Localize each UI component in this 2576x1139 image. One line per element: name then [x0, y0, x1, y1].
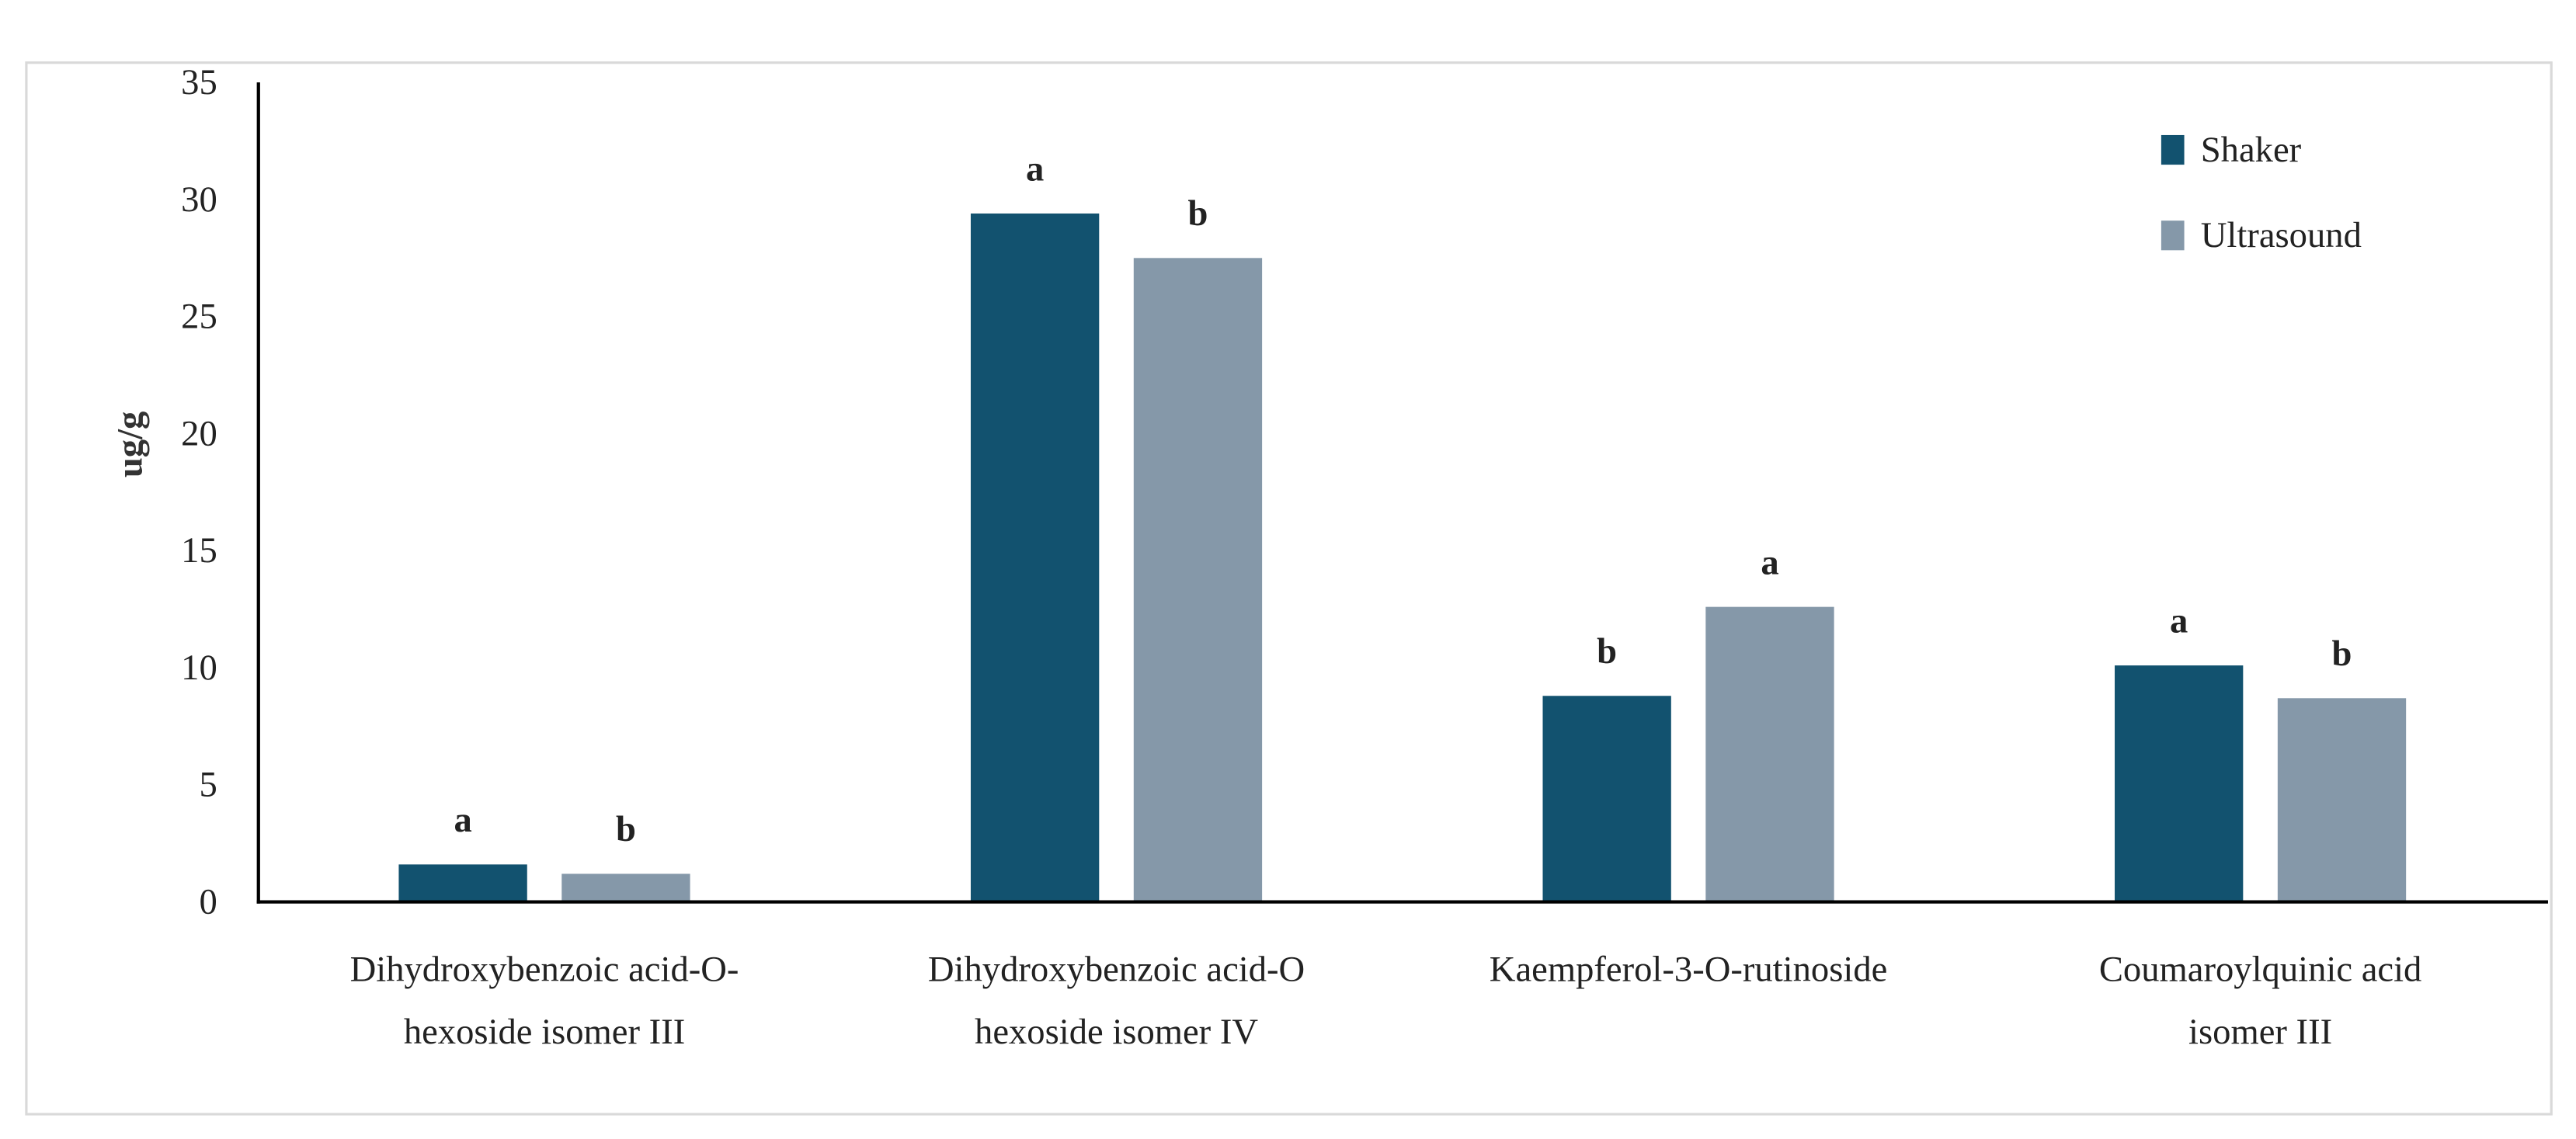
- significance-label: a: [1026, 149, 1044, 189]
- bar-shaker-3: [1542, 696, 1671, 902]
- significance-label: b: [2332, 634, 2352, 674]
- legend: Shaker Ultrasound: [2161, 130, 2362, 255]
- bar-ultrasound-2: [1133, 258, 1263, 902]
- y-tick-label: 25: [181, 297, 217, 337]
- y-tick-label: 5: [199, 765, 217, 805]
- y-axis-label: ug/g: [110, 411, 150, 477]
- x-tick-label: Dihydroxybenzoic acid-O: [928, 949, 1305, 989]
- y-tick-label: 15: [181, 530, 217, 571]
- y-tick-label: 0: [199, 881, 217, 922]
- x-tick-label: hexoside isomer III: [404, 1012, 685, 1052]
- x-tick-label: hexoside isomer IV: [975, 1012, 1258, 1052]
- x-tick-label: Dihydroxybenzoic acid-O-: [350, 949, 739, 989]
- bar-ultrasound-1: [561, 873, 690, 902]
- significance-label: a: [454, 800, 471, 840]
- bar-ultrasound-3: [1705, 606, 1834, 902]
- y-tick-label: 20: [181, 413, 217, 453]
- significance-label: a: [2170, 601, 2188, 641]
- legend-label-ultrasound: Ultrasound: [2201, 215, 2362, 255]
- y-tick-label: 10: [181, 648, 217, 688]
- y-tick-label: 30: [181, 179, 217, 220]
- chart-frame: [25, 61, 2553, 1116]
- significance-label: b: [1597, 631, 1617, 672]
- bar-shaker-1: [398, 864, 527, 902]
- bar-shaker-2: [970, 214, 1100, 902]
- y-tick-label: 35: [181, 62, 217, 102]
- x-tick-label: Coumaroylquinic acid: [2099, 949, 2422, 989]
- x-tick-label: Kaempferol-3-O-rutinoside: [1490, 949, 1888, 989]
- significance-label: b: [1187, 193, 1208, 234]
- legend-label-shaker: Shaker: [2201, 130, 2302, 170]
- legend-swatch-shaker: [2161, 134, 2185, 165]
- significance-label: b: [616, 809, 636, 849]
- bar-ultrasound-4: [2277, 698, 2407, 902]
- significance-label: a: [1761, 542, 1778, 582]
- x-tick-label: isomer III: [2188, 1012, 2332, 1052]
- bar-shaker-4: [2115, 665, 2244, 902]
- legend-swatch-ultrasound: [2161, 221, 2185, 251]
